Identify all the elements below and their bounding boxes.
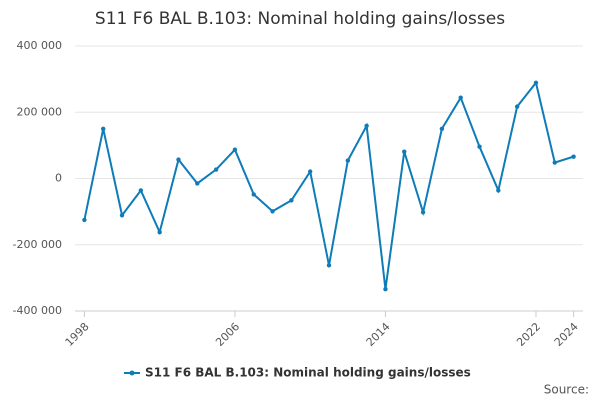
point	[82, 217, 87, 223]
point	[552, 160, 557, 165]
point	[496, 188, 501, 193]
x-tick-label: 2022	[514, 320, 543, 349]
point	[345, 158, 351, 163]
point	[195, 181, 200, 186]
point	[420, 210, 426, 215]
point	[571, 154, 576, 159]
legend-label: S11 F6 BAL B.103: Nominal holding gains/…	[145, 366, 471, 380]
chart-title: S11 F6 BAL B.103: Nominal holding gains/…	[95, 9, 505, 29]
point	[232, 147, 238, 152]
point	[364, 123, 369, 129]
point	[101, 126, 106, 132]
point	[439, 126, 445, 132]
point	[270, 209, 275, 214]
point	[157, 229, 162, 235]
series-line	[83, 80, 574, 290]
x-tick-label: 1998	[63, 320, 92, 349]
point	[383, 286, 388, 292]
point	[289, 198, 294, 203]
point	[307, 169, 313, 174]
y-tick-label: -200 000	[13, 238, 62, 251]
point	[477, 144, 482, 149]
point	[138, 188, 144, 193]
point	[251, 192, 256, 197]
y-tick-label: 200 000	[17, 105, 63, 118]
x-tick-label: 2014	[364, 320, 393, 349]
point	[119, 213, 125, 218]
source: Source:	[544, 383, 589, 397]
point	[176, 157, 181, 162]
point	[458, 95, 463, 100]
point	[514, 104, 520, 109]
y-tick-label: -400 000	[13, 304, 62, 317]
point	[533, 80, 539, 85]
point	[326, 263, 332, 268]
point	[402, 149, 407, 154]
y-tick-label: 400 000	[17, 39, 63, 52]
x-tick-label: 2006	[213, 320, 242, 349]
x-tick-label: 2024	[552, 320, 581, 349]
legend-marker	[129, 370, 135, 376]
y-tick-label: 0	[55, 172, 62, 185]
point	[213, 167, 219, 172]
